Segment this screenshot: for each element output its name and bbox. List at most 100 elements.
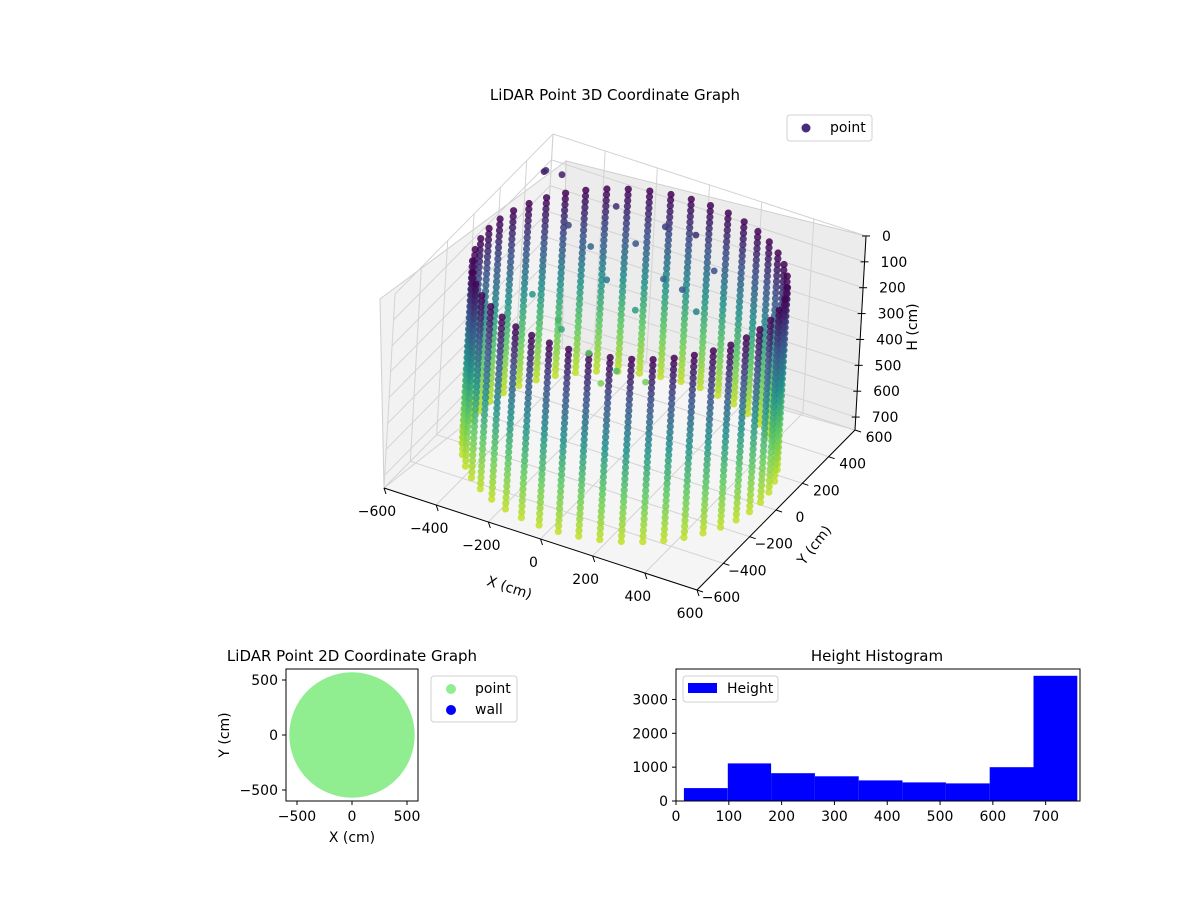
scatter3d-point [469, 337, 477, 345]
scatter3d-point [538, 464, 546, 472]
scatter3d-point [718, 495, 726, 503]
scatter3d-point [555, 309, 563, 317]
scatter3d-point [496, 221, 504, 229]
scatter3d-gridline [394, 133, 554, 295]
scatter3d-point [503, 320, 511, 329]
scatter3d-point [574, 329, 582, 337]
scatter3d-point [738, 414, 746, 422]
scatter3d-point [702, 483, 710, 492]
scatter3d-point [737, 431, 745, 439]
scatter3d-point [602, 191, 611, 199]
scatter3d-point [488, 489, 496, 498]
scatter3d-point [760, 436, 768, 444]
scatter3d-point [699, 327, 708, 335]
scatter3d-point [660, 536, 668, 545]
scatter3d-point [603, 185, 611, 193]
scatter3d-point [600, 242, 608, 250]
scatter3d-point [484, 354, 492, 362]
scatter3d-point [621, 236, 630, 245]
scatter3d-point [644, 452, 652, 460]
scatter3d-point [598, 501, 606, 510]
scatter3d-point [754, 365, 762, 373]
scatter3d-point [559, 229, 567, 237]
scatter3d-point [584, 367, 592, 375]
scatter3d-point [660, 531, 668, 539]
scatter3d-point [690, 363, 698, 371]
scatter3d-panel: LiDAR Point 3D Coordinate Graph −600 −400… [358, 86, 921, 622]
scatter3d-point [476, 326, 484, 334]
scatter3d-point [752, 262, 760, 270]
scatter3d-point [683, 482, 691, 490]
scatter3d-point [492, 421, 500, 429]
scatter3d-point [761, 419, 769, 427]
scatter3d-point [669, 366, 678, 374]
scatter3d-point [752, 256, 760, 264]
scatter3d-point [552, 360, 560, 368]
scatter3d-point [582, 401, 590, 409]
scatter3d-point [495, 370, 503, 378]
scatter3d-point [539, 447, 547, 455]
scatter3d-point [562, 385, 571, 393]
scatter3d-point [667, 417, 675, 425]
scatter3d-gridline [383, 293, 396, 489]
scatter3d-point [718, 500, 726, 508]
scatter3d-point [478, 292, 486, 300]
scatter3d-point [738, 246, 747, 254]
scatter3d-point [617, 537, 625, 546]
scatter3d-point [617, 316, 625, 324]
scatter3d-xtick-label: −400 [410, 521, 448, 537]
scatter3d-point [543, 379, 551, 387]
scatter3d-point [470, 320, 478, 328]
scatter3d-point [478, 451, 486, 459]
scatter3d-point [732, 366, 740, 374]
scatter3d-point [593, 350, 602, 358]
scatter2d-legend: point wall [430, 675, 518, 723]
scatter3d-gridline [409, 267, 422, 462]
scatter3d-point [475, 343, 483, 351]
scatter3d-point [574, 317, 583, 325]
scatter2d-ylabel: Y (cm) [217, 712, 233, 758]
scatter3d-point [478, 462, 486, 470]
scatter3d-point [489, 467, 497, 475]
scatter3d-point [493, 278, 501, 286]
scatter3d-point [503, 471, 511, 479]
scatter3d-point [702, 281, 710, 289]
scatter3d-point [745, 508, 754, 516]
scatter3d-point [639, 526, 648, 534]
scatter3d-point [485, 224, 493, 232]
scatter3d-point [544, 367, 552, 375]
scatter3d-point [598, 276, 606, 284]
scatter3d-point [715, 374, 723, 382]
scatter3d-point [495, 232, 503, 240]
scatter3d-point [758, 470, 766, 478]
scatter3d-point [524, 394, 532, 402]
scatter3d-point [736, 453, 744, 461]
scatter3d-point [738, 408, 746, 416]
scatter3d-point [484, 342, 492, 351]
scatter3d-point [483, 264, 491, 272]
scatter3d-point [750, 296, 758, 304]
scatter3d-point [780, 266, 788, 274]
histogram-bar [858, 780, 903, 801]
scatter3d-point [724, 392, 732, 400]
scatter3d-point [623, 441, 631, 449]
scatter3d-point [561, 402, 570, 410]
scatter3d-point [687, 414, 695, 422]
scatter3d-point [661, 508, 670, 516]
scatter3d-point [643, 233, 651, 241]
scatter3d-point [606, 353, 614, 362]
scatter3d-point [643, 244, 651, 252]
scatter3d-point [618, 520, 626, 529]
scatter3d-point [536, 302, 545, 310]
scatter3d-point [686, 212, 694, 220]
scatter3d-point [763, 379, 771, 387]
scatter3d-point [682, 505, 690, 513]
scatter3d-point [559, 442, 567, 450]
scatter3d-point [682, 292, 690, 300]
scatter3d-point [520, 296, 528, 304]
scatter3d-point [598, 496, 606, 504]
scatter3d-point [492, 415, 500, 424]
scatter3d-ytick [854, 429, 862, 433]
scatter3d-point [571, 368, 580, 377]
scatter3d-point [705, 236, 713, 244]
